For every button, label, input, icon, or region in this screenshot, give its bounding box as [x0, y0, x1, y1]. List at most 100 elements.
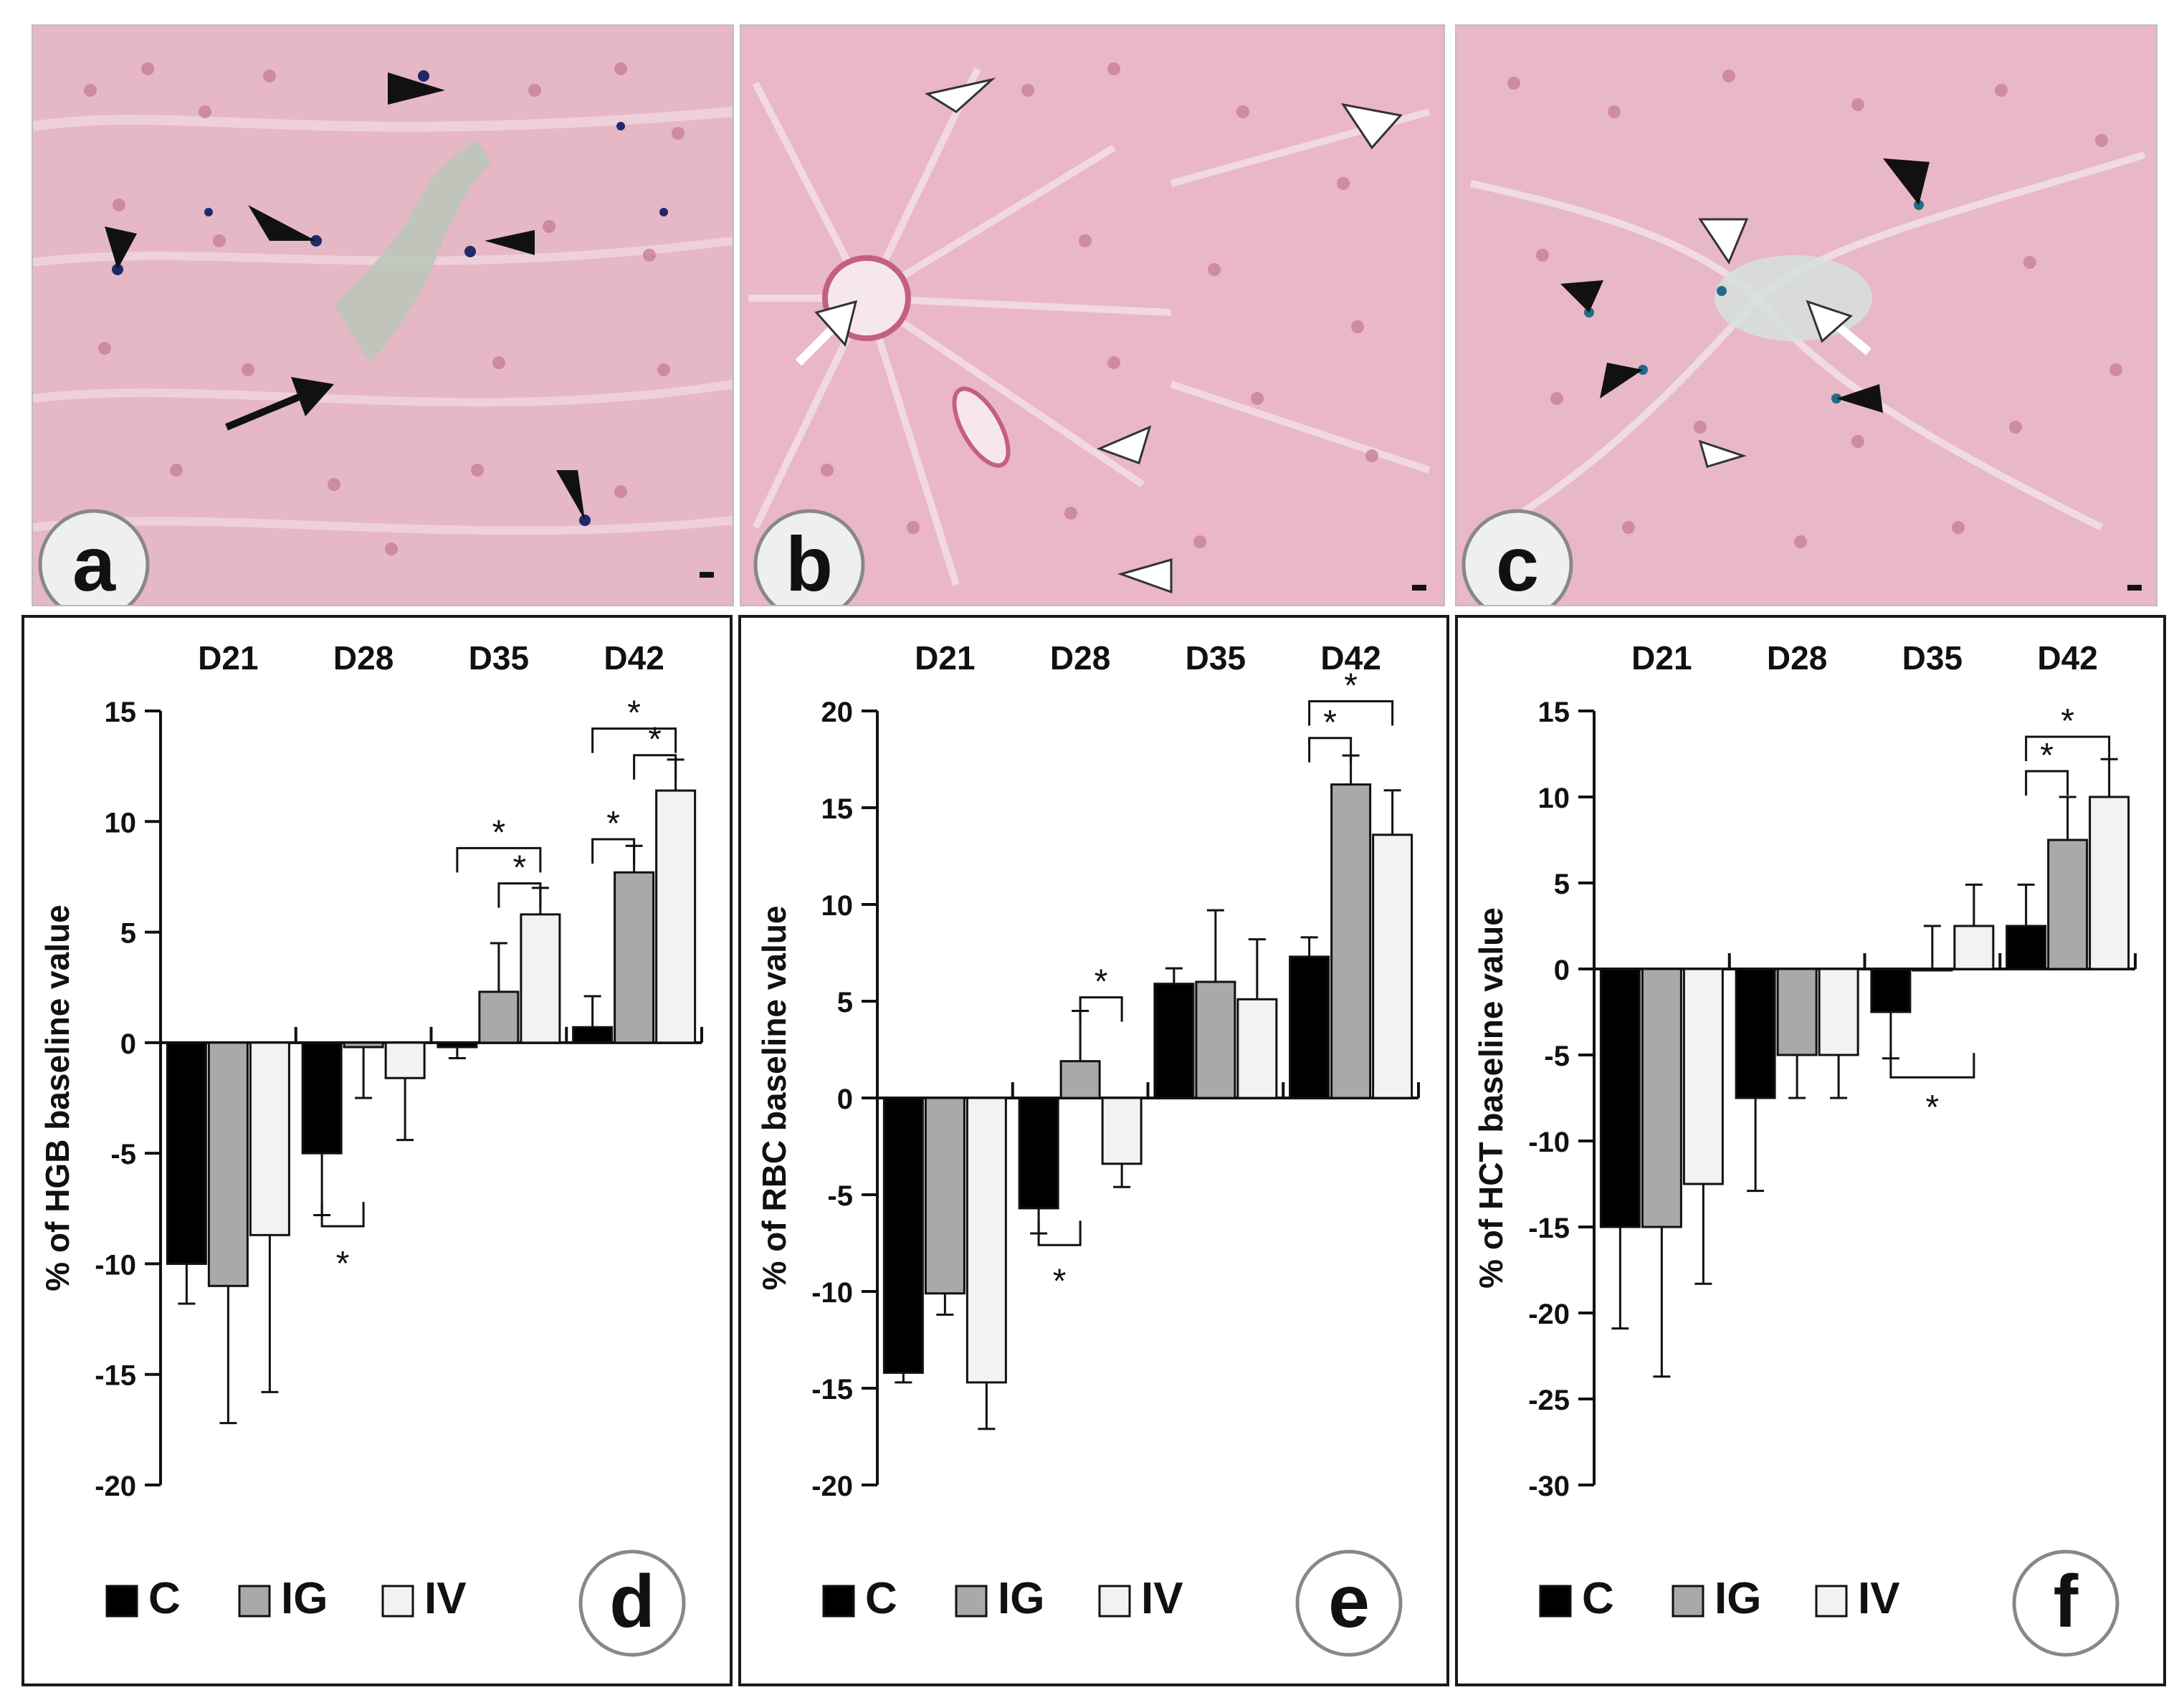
y-tick-label: 15 — [821, 793, 854, 825]
category-label-d35: D35 — [469, 639, 529, 677]
bar-c-d35 — [1153, 983, 1195, 1099]
significance-star: * — [1095, 963, 1108, 1001]
y-tick-label: 10 — [105, 807, 137, 839]
hct-bar-chart: D21 D28 D35 D42 15 10 5 0 -5 -10 -15 -20 -25 -30 % of … — [1472, 639, 2137, 1657]
bar-ig-d35 — [1195, 980, 1236, 1099]
legend-label-c: C — [148, 1574, 181, 1623]
significance-bracket — [633, 754, 677, 780]
y-tick-label: 10 — [1538, 783, 1570, 814]
chart-panel-f: D21 D28 D35 D42 15 10 5 0 -5 -10 -15 -20 -25 -30 % of … — [1455, 615, 2166, 1686]
portal-space — [1715, 255, 1872, 341]
bar-ig-d35 — [1912, 968, 1953, 972]
bar-ig-d42 — [1330, 783, 1372, 1099]
bar-c-d42 — [2006, 925, 2047, 970]
bar-c-d28 — [1735, 968, 1776, 1099]
significance-star: * — [336, 1245, 350, 1283]
y-tick-label: 5 — [120, 918, 136, 950]
y-tick-label: -15 — [1528, 1213, 1570, 1244]
y-tick-label: 10 — [821, 890, 854, 922]
white-arrowhead-markers — [1698, 218, 1749, 468]
significance-star: * — [1344, 667, 1358, 705]
legend-label-iv: IV — [1858, 1574, 1900, 1623]
bar-c-d35 — [1870, 968, 1912, 1013]
significance-star: * — [606, 805, 620, 843]
white-arrowhead-markers — [925, 77, 1403, 594]
legend-swatch-c — [822, 1585, 855, 1618]
category-label-d35: D35 — [1186, 639, 1246, 677]
micrograph-a-image: a — [33, 26, 733, 605]
legend-swatch-ig — [1672, 1585, 1704, 1618]
y-tick-label: 15 — [105, 697, 137, 728]
rbc-bar-chart: D21 D28 D35 D42 20 15 10 5 0 -5 -10 -15 -20 % of RBC … — [755, 639, 1420, 1657]
legend-swatch-ig — [238, 1585, 271, 1618]
y-tick-label: -20 — [95, 1471, 136, 1502]
y-tick-label: -10 — [95, 1249, 136, 1281]
y-axis-label: % of HGB baseline value — [39, 904, 76, 1291]
portal-vessel — [334, 140, 492, 363]
panel-letter-badge — [1295, 1549, 1403, 1657]
cell-nuclei — [821, 62, 1378, 548]
panel-letter-e: e — [1328, 1560, 1370, 1643]
significance-bracket — [1308, 737, 1353, 763]
micrograph-c-image: c — [1456, 26, 2156, 605]
legend-swatch-iv — [381, 1585, 414, 1618]
bar-iv-d28 — [1818, 968, 1859, 1056]
significance-bracket — [2025, 770, 2069, 796]
cell-nuclei — [84, 62, 685, 555]
white-arrow-marker — [1806, 300, 1871, 355]
y-tick-label: 15 — [1538, 697, 1570, 728]
bar-ig-d21 — [207, 1041, 249, 1287]
arrow-marker — [225, 377, 334, 431]
category-label-d28: D28 — [333, 639, 394, 677]
bar-ig-d42 — [2047, 839, 2089, 970]
y-axis-label: % of RBC baseline value — [755, 906, 793, 1291]
cell-nuclei — [1507, 70, 2122, 548]
category-label-d21: D21 — [915, 639, 975, 677]
significance-star: * — [1926, 1089, 1940, 1127]
legend-label-c: C — [1582, 1574, 1614, 1623]
micrograph-c: c — [1455, 24, 2157, 606]
y-tick-label: -15 — [811, 1374, 853, 1405]
y-tick-label: -10 — [1528, 1127, 1570, 1158]
y-tick-label: 0 — [120, 1028, 136, 1060]
significance-star: * — [2040, 737, 2054, 775]
bar-c-d28 — [301, 1041, 343, 1155]
bar-c-d28 — [1018, 1097, 1059, 1210]
panel-letter-c: c — [1496, 520, 1539, 605]
panel-letter-b: b — [786, 520, 833, 605]
hgb-bar-chart: D21 D28 D35 D42 15 10 5 0 -5 -10 -15 -20 % of HGB ba… — [39, 639, 703, 1657]
significance-bracket — [2025, 735, 2111, 761]
scale-bar — [700, 572, 714, 578]
category-label-d35: D35 — [1902, 639, 1963, 677]
white-arrow-marker — [795, 300, 858, 366]
y-tick-label: 0 — [837, 1084, 853, 1115]
bar-c-d42 — [1289, 955, 1330, 1099]
significance-star: * — [2061, 702, 2074, 740]
y-axis-label: % of HCT baseline value — [1472, 907, 1510, 1289]
micrograph-a: a — [32, 24, 734, 606]
panel-letter-badge — [753, 509, 865, 605]
bar-iv-d21 — [965, 1097, 1007, 1384]
arrowhead-markers — [1560, 158, 1930, 413]
legend-label-ig: IG — [281, 1574, 328, 1623]
y-tick-label: -30 — [1528, 1471, 1570, 1502]
y-tick-label: 20 — [821, 697, 854, 728]
category-label-d21: D21 — [198, 639, 258, 677]
legend-swatch-iv — [1098, 1585, 1131, 1618]
legend-swatch-c — [105, 1585, 138, 1618]
legend-swatch-ig — [955, 1585, 988, 1618]
significance-star: * — [648, 721, 662, 759]
scale-bar — [2127, 585, 2142, 591]
y-tick-label: -5 — [110, 1139, 136, 1170]
chart-panel-e: D21 D28 D35 D42 20 15 10 5 0 -5 -10 -15 -20 % of RBC … — [738, 615, 1449, 1686]
significance-star: * — [513, 849, 527, 887]
bar-ig-d35 — [478, 990, 520, 1044]
y-tick-label: -15 — [95, 1360, 136, 1392]
category-label-d28: D28 — [1050, 639, 1110, 677]
legend-label-iv: IV — [1141, 1574, 1183, 1623]
bar-ig-d42 — [614, 871, 655, 1044]
bar-ig-d21 — [924, 1097, 965, 1295]
y-tick-label: -5 — [827, 1180, 853, 1212]
bar-c-d35 — [437, 1041, 478, 1049]
micrograph-b-image: b — [741, 26, 1444, 605]
